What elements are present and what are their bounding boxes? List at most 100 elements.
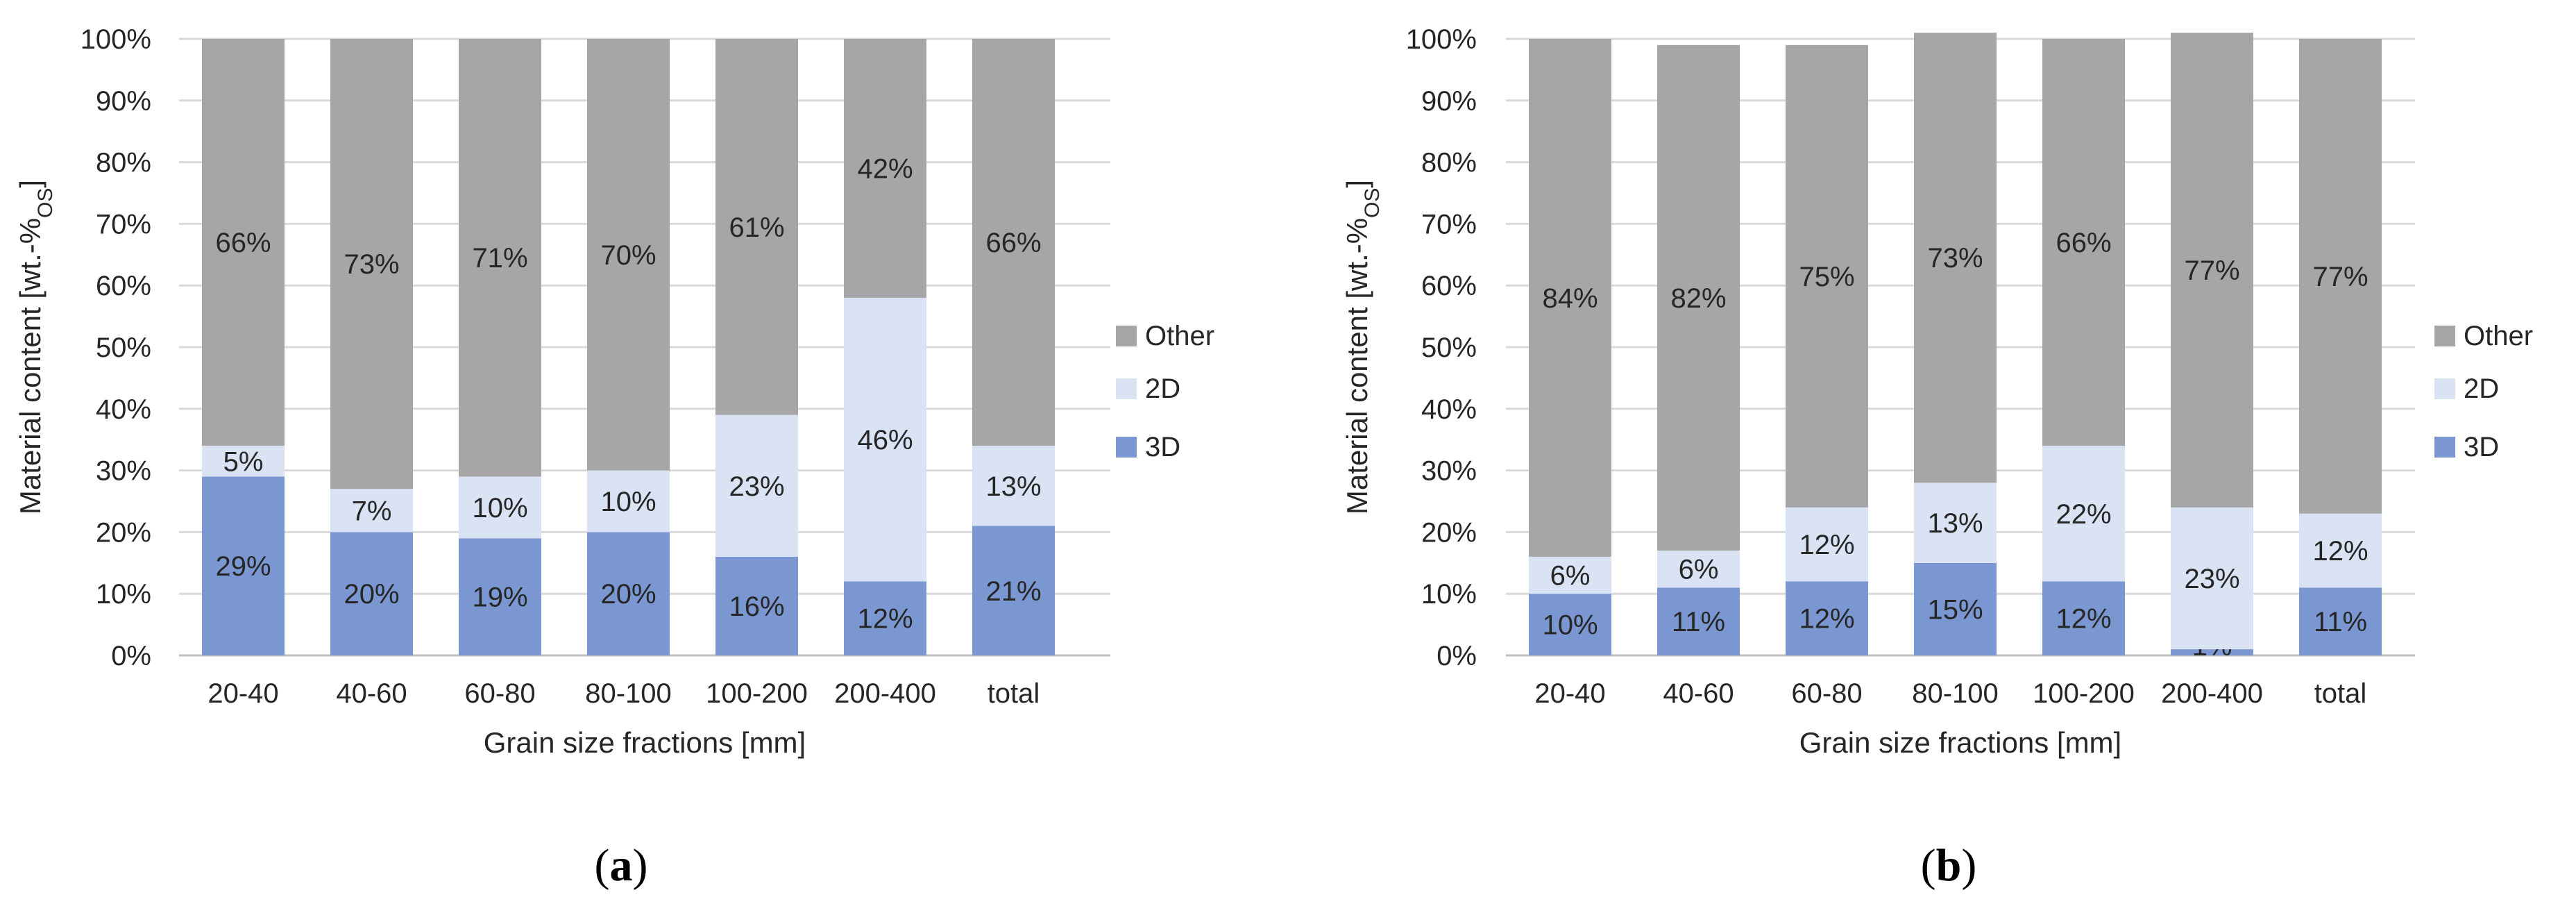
bar-segment-2d <box>2299 513 2382 588</box>
legend-swatch-other <box>1116 326 1137 346</box>
y-axis-label: Material content [wt.-%OS] <box>14 180 57 514</box>
x-tick-label: 200-400 <box>2161 678 2263 709</box>
data-label: 5% <box>223 446 264 477</box>
x-tick-label: 40-60 <box>1663 678 1734 709</box>
x-tick-label: 60-80 <box>464 678 535 709</box>
data-label: 10% <box>600 487 656 517</box>
y-tick-label: 100% <box>80 24 151 55</box>
bar-segment-3d <box>844 581 926 655</box>
bar-segment-3d <box>2299 587 2382 655</box>
x-tick-label: total <box>988 678 1040 709</box>
y-tick-label: 20% <box>1421 517 1477 548</box>
bar-segment-3d <box>2042 581 2125 655</box>
data-label: 77% <box>2184 255 2239 286</box>
y-tick-label: 90% <box>1421 86 1477 117</box>
bar-segment-2d <box>587 470 670 533</box>
bar-segment-other <box>330 39 413 489</box>
legend-swatch-3d <box>1116 437 1137 458</box>
panel-caption: (b) <box>1921 840 1977 891</box>
x-tick-label: total <box>2314 678 2367 709</box>
panel-b: 0% 10% 20% 30% 40% 50% 60% 70% 80% 90% 100% 10% 6% 84… <box>1341 24 2533 891</box>
bar-segment-other <box>844 39 926 298</box>
bar-segment-3d <box>587 532 670 655</box>
bar-segment-other <box>1786 44 1868 508</box>
y-tick-label: 10% <box>96 579 151 610</box>
y-tick-label: 50% <box>96 333 151 363</box>
y-tick-label: 60% <box>1421 271 1477 301</box>
bar-segment-other <box>459 39 541 477</box>
bar-segment-3d <box>202 476 285 655</box>
data-label: 23% <box>2184 564 2239 594</box>
panel-caption: (a) <box>595 840 648 891</box>
legend-swatch-other <box>2434 326 2455 346</box>
data-label: 10% <box>472 493 527 523</box>
bar-segment-3d <box>330 532 413 655</box>
x-axis-label: Grain size fractions [mm] <box>1799 726 2121 759</box>
y-tick-label: 60% <box>96 271 151 301</box>
data-label: 13% <box>985 471 1041 502</box>
x-tick-label: 100-200 <box>2033 678 2135 709</box>
data-label: 13% <box>1927 508 1983 539</box>
bar-segment-3d <box>1657 587 1740 655</box>
bar-segment-other <box>202 39 285 446</box>
bar-segment-2d <box>459 476 541 539</box>
data-label: 12% <box>1799 530 1854 560</box>
y-tick-label: 40% <box>96 394 151 425</box>
bar-segment-3d <box>1786 581 1868 655</box>
data-label: 61% <box>729 212 784 243</box>
legend-label: 2D <box>2464 374 2499 404</box>
x-tick-label: 100-200 <box>706 678 808 709</box>
data-label: 46% <box>857 425 913 455</box>
x-tick-label: 20-40 <box>207 678 278 709</box>
bar-segment-2d <box>1786 507 1868 582</box>
y-tick-label: 50% <box>1421 333 1477 363</box>
data-label: 75% <box>1799 262 1854 292</box>
bar-segment-2d <box>715 414 798 557</box>
y-tick-label: 70% <box>96 209 151 240</box>
x-tick-label: 60-80 <box>1791 678 1862 709</box>
x-tick-label: 200-400 <box>834 678 936 709</box>
x-tick-label: 80-100 <box>585 678 672 709</box>
y-tick-label: 80% <box>96 148 151 178</box>
bar-segment-other <box>715 39 798 415</box>
legend-label: Other <box>1145 321 1214 351</box>
bar-segment-3d <box>715 556 798 655</box>
data-label: 71% <box>472 243 527 274</box>
legend-label: 3D <box>1145 432 1180 462</box>
x-tick-label: 40-60 <box>336 678 407 709</box>
data-label: 73% <box>344 249 399 280</box>
data-label: 12% <box>2312 536 2368 567</box>
bar-segment-other <box>1529 39 1611 557</box>
bar-segment-3d <box>2171 649 2253 655</box>
panel-a: 0% 10% 20% 30% 40% 50% 60% 70% 80% 90% 100% 29% 5% 66… <box>14 24 1214 891</box>
bar-segment-2d <box>2171 507 2253 650</box>
data-label: 6% <box>1550 561 1591 592</box>
data-label: 23% <box>729 471 784 502</box>
bar-segment-3d <box>459 538 541 655</box>
legend-swatch-2d <box>2434 378 2455 399</box>
y-tick-label: 100% <box>1406 24 1477 55</box>
data-label: 66% <box>2056 228 2111 258</box>
data-label: 22% <box>2056 499 2111 530</box>
bar-segment-2d <box>1657 551 1740 588</box>
y-tick-label: 30% <box>1421 456 1477 487</box>
bar-segment-other <box>1914 33 1997 483</box>
bar-segment-other <box>587 39 670 471</box>
legend-swatch-2d <box>1116 378 1137 399</box>
bar-segment-2d <box>1914 483 1997 563</box>
data-label: 11% <box>1672 607 1725 637</box>
bar-segment-3d <box>1529 594 1611 655</box>
data-label: 42% <box>857 153 913 184</box>
data-label: 66% <box>215 228 271 258</box>
data-label: 12% <box>857 604 913 635</box>
data-label: 82% <box>1670 283 1726 314</box>
data-label: 84% <box>1542 283 1598 314</box>
bar-segment-2d <box>844 297 926 582</box>
data-label: 6% <box>1679 555 1719 585</box>
data-label: 12% <box>2056 604 2111 635</box>
data-label: 10% <box>1542 610 1598 641</box>
legend-label: Other <box>2464 321 2533 351</box>
y-tick-label: 30% <box>96 456 151 487</box>
data-label: 7% <box>352 496 392 526</box>
bar-segment-other <box>2042 39 2125 446</box>
